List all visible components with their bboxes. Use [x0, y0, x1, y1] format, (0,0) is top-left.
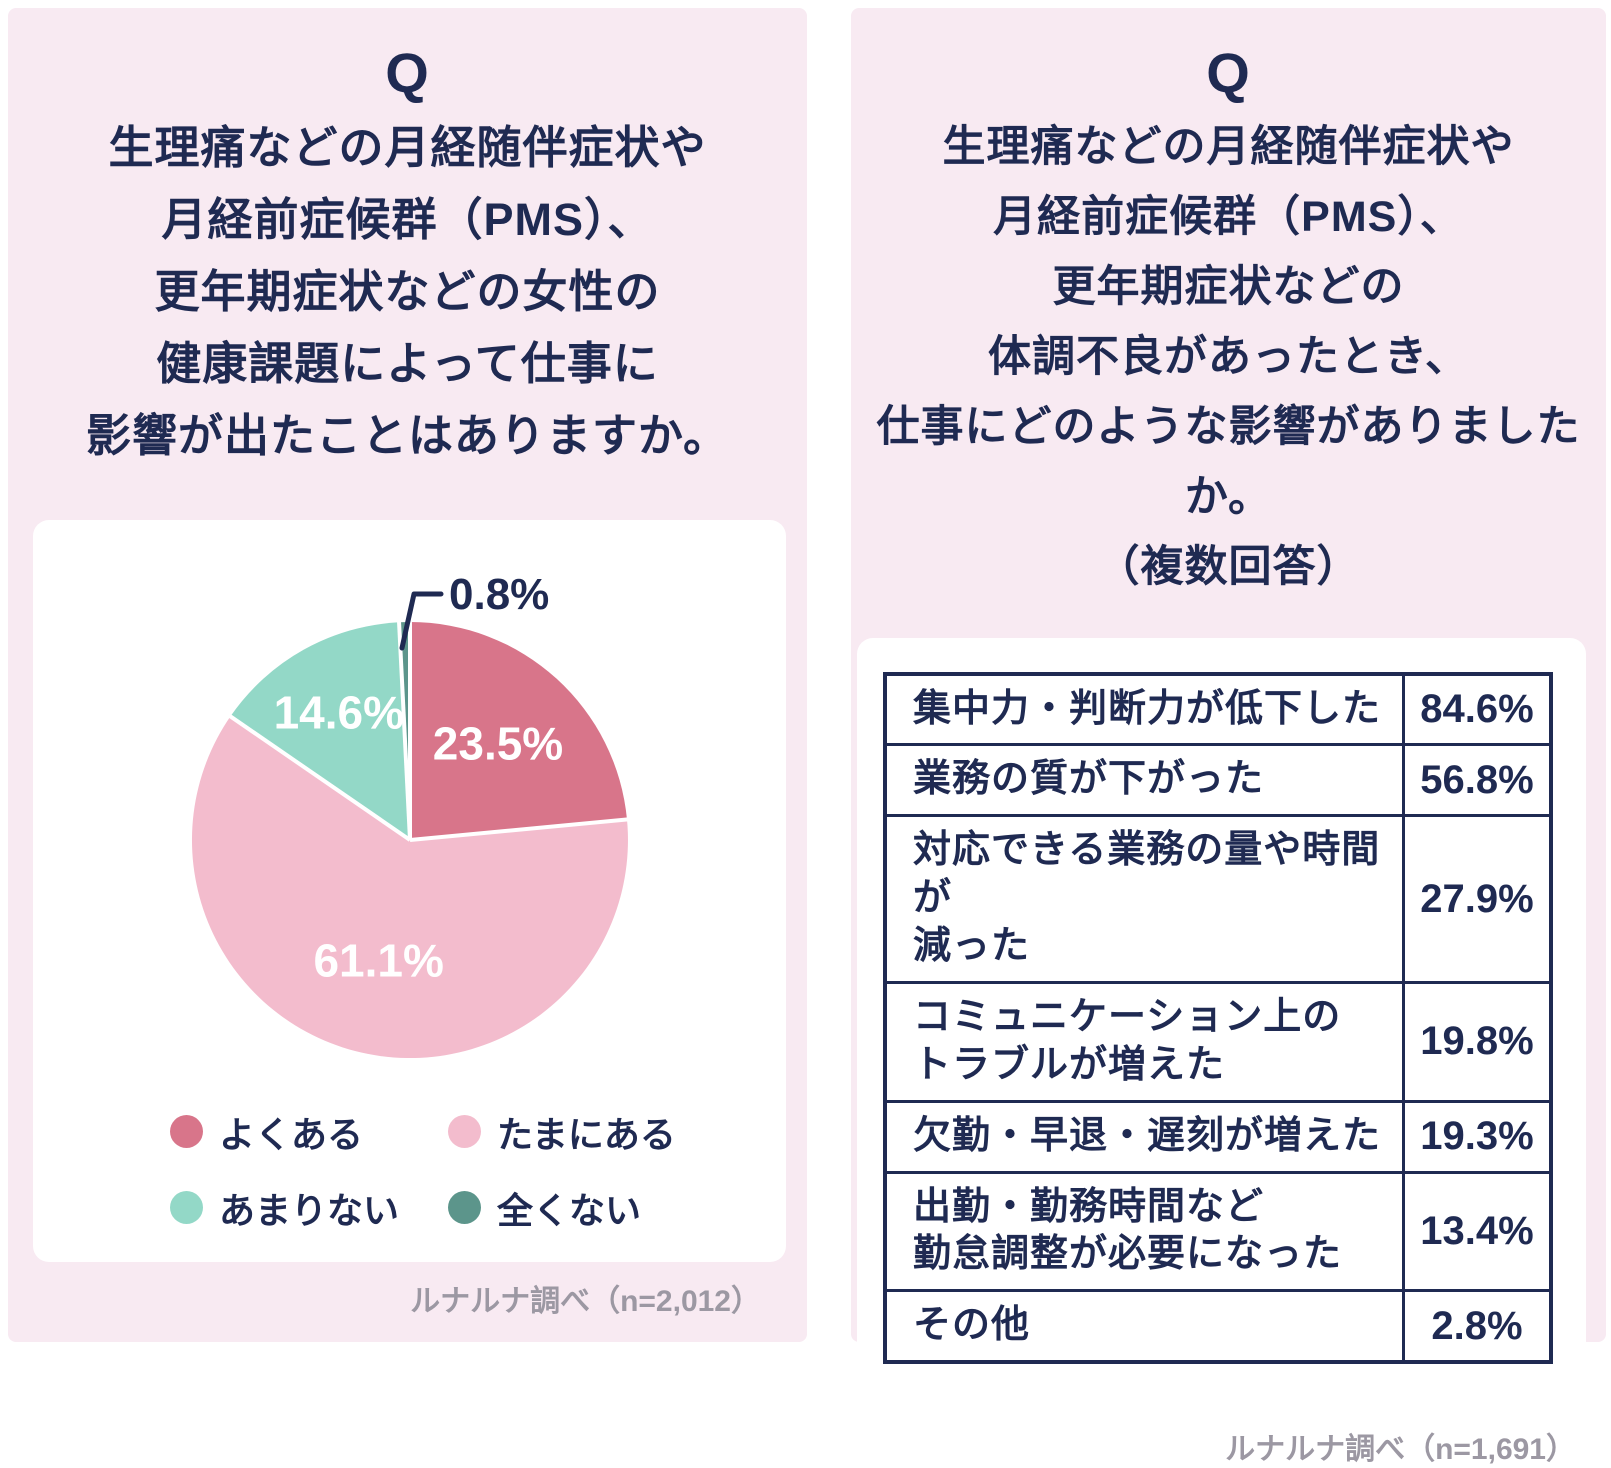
question-title-line: 月経前症候群（PMS）、 [993, 192, 1464, 241]
row-label: その他 [883, 1289, 1405, 1364]
legend-dot-icon [448, 1191, 481, 1225]
pie-slice-separator [409, 817, 628, 842]
source-note: ルナルナ調べ（n=2,012） [410, 1284, 761, 1318]
legend-label: たまにある [497, 1113, 676, 1155]
table-row: 出勤・勤務時間など 勤怠調整が必要になった 13.4% [883, 1170, 1553, 1293]
pie-slice-2 [230, 621, 410, 840]
source-note: ルナルナ調べ（n=1,691） [1225, 1433, 1576, 1467]
results-table-card: 集中力・判断力が低下した 84.6% 業務の質が下がった 56.8% 対応できる業務の量… [857, 637, 1586, 1407]
table-row: 欠勤・早退・遅刻が増えた 19.3% [883, 1099, 1553, 1174]
pie-legend: よくある たまにあるあまりない 全くない [170, 1106, 786, 1234]
row-label: 業務の質が下がった [883, 743, 1405, 818]
row-value: 19.3% [1402, 1099, 1553, 1174]
legend-item: たまにある [448, 1106, 786, 1158]
row-value: 84.6% [1402, 672, 1553, 747]
table-row: コミュニケーション上の トラブルが増えた 19.8% [883, 980, 1553, 1103]
pie-callout-label: 0.8% [449, 570, 549, 619]
row-label: 対応できる業務の量や時間が 減った [883, 814, 1405, 984]
legend-label: よくある [219, 1113, 364, 1155]
row-value: 13.4% [1402, 1170, 1553, 1293]
question-title-line: 体調不良があったとき、 [988, 332, 1469, 381]
infographic-canvas: Q 生理痛などの月経随伴症状や 月経前症候群（PMS）、 更年期症状などの女性の 健康… [8, 8, 1606, 1466]
panel-table-survey: Q 生理痛などの月経随伴症状や 月経前症候群（PMS）、 更年期症状などの体調不良が… [851, 8, 1606, 1466]
panel-pie-survey: Q 生理痛などの月経随伴症状や 月経前症候群（PMS）、 更年期症状などの女性の 健康… [8, 8, 807, 1342]
table-row: 業務の質が下がった 56.8% [883, 743, 1553, 818]
row-label: コミュニケーション上の トラブルが増えた [883, 980, 1405, 1103]
pie-slice-0 [409, 621, 627, 840]
question-title-line: 影響が出たことはありますか。 [85, 409, 730, 461]
legend-item: あまりない [170, 1182, 448, 1234]
row-value: 2.8% [1402, 1289, 1553, 1364]
legend-dot-icon [448, 1115, 481, 1149]
question-title-line: 更年期症状などの [1052, 262, 1405, 311]
pie-callout-line [399, 591, 443, 651]
question-title-line: 月経前症候群（PMS）、 [161, 193, 654, 245]
row-label: 欠勤・早退・遅刻が増えた [883, 1099, 1405, 1174]
legend-label: 全くない [497, 1189, 642, 1231]
row-value: 56.8% [1402, 743, 1553, 818]
legend-item: 全くない [448, 1182, 786, 1234]
results-table-body: 集中力・判断力が低下した 84.6% 業務の質が下がった 56.8% 対応できる業務の量… [883, 672, 1553, 1364]
row-label: 集中力・判断力が低下した [883, 672, 1405, 747]
table-row: 集中力・判断力が低下した 84.6% [883, 672, 1553, 747]
q-mark: Q [385, 41, 430, 104]
row-value: 19.8% [1402, 980, 1553, 1103]
legend-item: よくある [170, 1106, 448, 1158]
question-title: 生理痛などの月経随伴症状や 月経前症候群（PMS）、 更年期症状などの女性の 健康課題… [8, 112, 807, 472]
table-row: 対応できる業務の量や時間が 減った 27.9% [883, 814, 1553, 984]
table-row: その他 2.8% [883, 1289, 1553, 1364]
question-title-line: 生理痛などの月経随伴症状や [108, 121, 707, 173]
pie-slice-1 [191, 715, 628, 1058]
legend-label: あまりない [219, 1189, 400, 1231]
question-title-line: 仕事にどのような影響がありましたか。 [876, 402, 1581, 521]
legend-dot-icon [170, 1115, 203, 1149]
pie-slice-separator [227, 713, 411, 842]
question-title-line: （複数回答） [1096, 542, 1361, 591]
question-title: 生理痛などの月経随伴症状や 月経前症候群（PMS）、 更年期症状などの体調不良があっ… [851, 112, 1606, 602]
question-title-line: 生理痛などの月経随伴症状や [942, 122, 1515, 171]
question-title-line: 健康課題によって仕事に [156, 337, 659, 389]
question-title-line: 更年期症状などの女性の [154, 265, 661, 317]
pie-value-label: 14.6% [273, 686, 403, 738]
pie-chart-card: 23.5% 61.1% 14.6% 0.8% よくある たまにあるあまりない 全くない [33, 519, 786, 1262]
legend-dot-icon [170, 1191, 203, 1225]
row-value: 27.9% [1402, 814, 1553, 984]
pie-value-label: 61.1% [313, 934, 443, 986]
pie-chart: 23.5% 61.1% 14.6% 0.8% [191, 570, 628, 1058]
pie-slice-separator [396, 620, 412, 840]
q-mark: Q [1206, 41, 1251, 104]
results-table: 集中力・判断力が低下した 84.6% 業務の質が下がった 56.8% 対応できる業務の量… [883, 671, 1553, 1365]
row-label: 出勤・勤務時間など 勤怠調整が必要になった [883, 1170, 1405, 1293]
pie-value-label: 23.5% [432, 717, 562, 769]
